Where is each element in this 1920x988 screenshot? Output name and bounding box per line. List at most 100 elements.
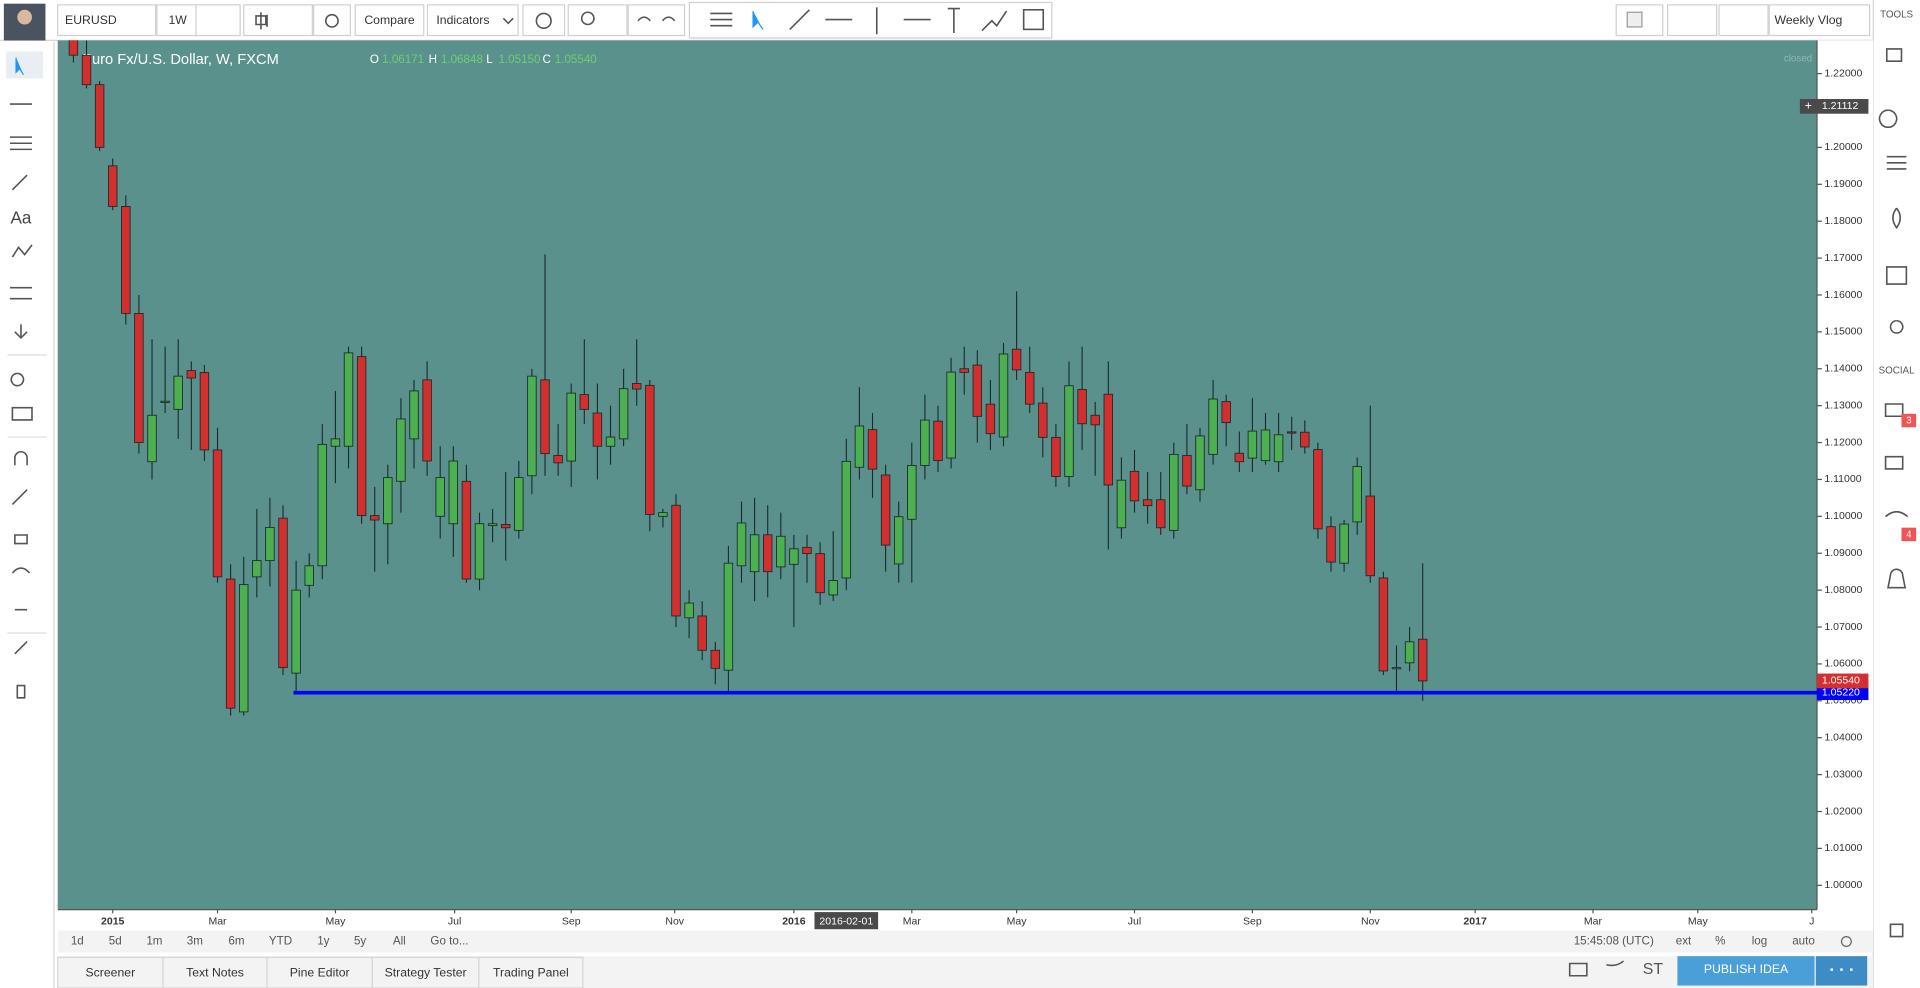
bottom-tab[interactable]: [266, 956, 373, 988]
alarm-icon: [535, 12, 552, 29]
dropdown: [502, 17, 514, 25]
candle-icon: [255, 12, 268, 30]
y-tick-label: 1.06000: [1824, 658, 1862, 670]
trend-icon[interactable]: [789, 9, 810, 30]
undo-redo[interactable]: [627, 4, 686, 37]
candle-body: [252, 560, 262, 578]
candle-body: [1024, 372, 1035, 405]
ohlc-key: O: [370, 53, 379, 66]
range-button[interactable]: 6m: [228, 935, 244, 948]
y-tick-label: 1.17000: [1824, 252, 1862, 264]
y-tick-label: 1.15000: [1824, 326, 1862, 338]
range-icon[interactable]: [947, 7, 961, 34]
candle-body: [81, 54, 92, 86]
candle-body: [1339, 523, 1349, 564]
candle-body: [1417, 638, 1428, 682]
tools-heading: TOOLS: [1880, 9, 1913, 20]
hline-price-box: [1817, 685, 1869, 701]
y-tick-label: 1.22000: [1824, 67, 1862, 79]
chart-option[interactable]: auto: [1792, 935, 1815, 948]
candle-body: [959, 368, 969, 373]
ohlc-key: C: [543, 53, 551, 66]
candle-body: [933, 420, 943, 462]
candle-body: [1129, 470, 1140, 502]
range-button[interactable]: 3m: [187, 935, 203, 948]
range-button[interactable]: 1m: [146, 935, 162, 948]
bottom-tab-label: Pine Editor: [290, 966, 350, 980]
candle-body: [658, 512, 668, 517]
settings[interactable]: [312, 4, 351, 37]
chart-style[interactable]: [243, 4, 313, 37]
menu-icon[interactable]: [710, 12, 733, 27]
bottom-tab[interactable]: [57, 956, 164, 988]
x-tick-label: May: [325, 916, 346, 928]
ohlc-value: 1.06171: [382, 53, 424, 66]
range-button[interactable]: All: [393, 935, 406, 948]
candle-body: [199, 372, 210, 451]
tool-icons[interactable]: [9, 103, 33, 699]
avatar-face: [17, 9, 32, 25]
chart-option[interactable]: log: [1752, 935, 1768, 948]
cursor-tool[interactable]: [6, 51, 44, 79]
y-tick-label: 1.18000: [1824, 215, 1862, 227]
candle-body: [1064, 385, 1074, 477]
share-icons[interactable]: [1568, 960, 1625, 977]
candle-body: [605, 436, 616, 447]
compare-button[interactable]: [354, 4, 425, 37]
indicators-button[interactable]: [426, 4, 519, 37]
candle-body: [802, 546, 812, 555]
candle-body: [1221, 401, 1231, 424]
range-button[interactable]: 1y: [317, 935, 329, 948]
candle-body: [645, 384, 655, 515]
chart-title: Euro Fx/U.S. Dollar, W, FXCM: [82, 52, 279, 68]
chart-option[interactable]: ext: [1676, 935, 1692, 948]
cursor-icon: [15, 57, 24, 75]
candle-body: [317, 443, 328, 567]
range-button[interactable]: YTD: [269, 935, 292, 948]
x-tick-label: Sep: [562, 916, 581, 928]
candle-body: [671, 504, 681, 617]
bottom-tab[interactable]: [478, 956, 584, 988]
layout-name: Weekly Vlog: [1775, 13, 1843, 27]
bottom-tab-label: Trading Panel: [493, 966, 569, 980]
layout-name-box[interactable]: [1768, 4, 1871, 37]
x-tick-label: J: [1809, 916, 1814, 928]
y-tick-label: 1.01000: [1824, 842, 1862, 854]
stocktwits[interactable]: ST: [1643, 961, 1664, 978]
ohlc-value: 1.06848: [441, 53, 483, 66]
candle-body: [527, 375, 537, 477]
alert-button[interactable]: [522, 4, 566, 37]
candle-body: [762, 534, 773, 573]
y-tick-label: 1.03000: [1824, 768, 1862, 780]
range-button[interactable]: 5y: [354, 935, 366, 948]
save-button[interactable]: [1718, 4, 1769, 37]
ohlc-value: 1.05540: [555, 53, 598, 66]
candle-body: [461, 480, 472, 580]
candle-body: [68, 40, 79, 56]
rect-icon[interactable]: [1022, 8, 1045, 31]
candle-body: [880, 474, 891, 546]
candle-body: [370, 515, 380, 521]
interval-box[interactable]: [156, 4, 197, 37]
y-tick-label: 1.09000: [1824, 547, 1862, 559]
candle-body: [1365, 495, 1376, 577]
candle-body: [487, 523, 498, 526]
candle-body: [1352, 466, 1362, 523]
symbol-box[interactable]: [57, 4, 157, 37]
interval-menu[interactable]: [195, 4, 241, 37]
y-tick-label: 1.20000: [1824, 141, 1862, 153]
ideas-button[interactable]: [567, 4, 628, 37]
load-button[interactable]: [1667, 4, 1718, 37]
y-tick-label: 1.10000: [1824, 510, 1862, 522]
range-button[interactable]: 1d: [71, 935, 84, 948]
candle-body: [553, 455, 563, 464]
chart-background[interactable]: [57, 40, 1818, 910]
text-tool[interactable]: Aa: [10, 208, 31, 228]
settings-icon[interactable]: [1840, 935, 1852, 947]
chart-option[interactable]: %: [1715, 935, 1725, 948]
range-button[interactable]: 5d: [109, 935, 122, 948]
cursor-icon[interactable]: [752, 11, 764, 30]
range-button[interactable]: Go to...: [430, 935, 468, 948]
publish-button[interactable]: [1677, 956, 1815, 986]
path-icon[interactable]: [981, 10, 1008, 32]
